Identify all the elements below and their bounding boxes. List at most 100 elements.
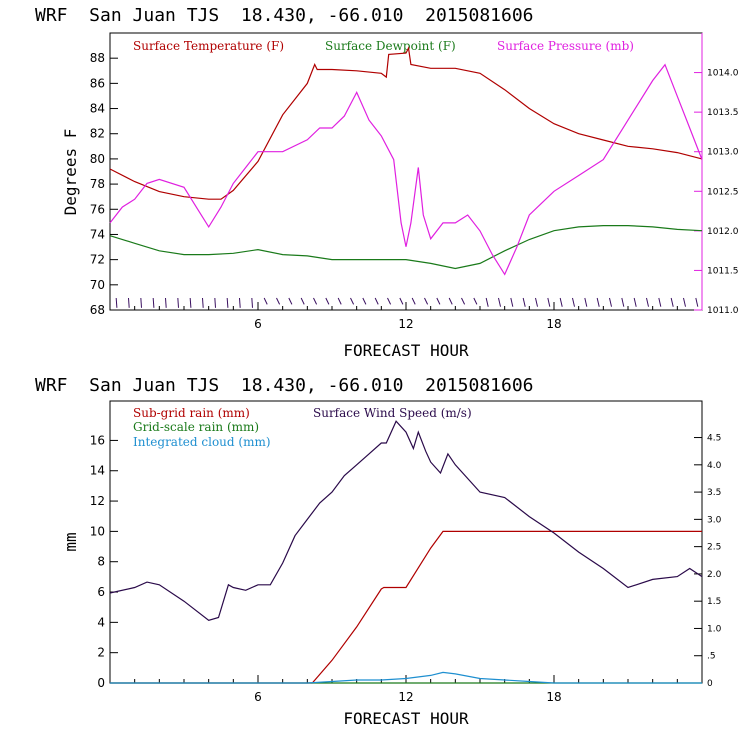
y-tick-label: 16	[90, 433, 105, 447]
wind-barb	[313, 297, 318, 305]
y-tick-label: 74	[90, 227, 105, 241]
y-tick-label: 68	[90, 303, 105, 317]
y2-tick-label: 1011.0	[707, 306, 739, 316]
y-tick-label: 8	[97, 555, 105, 569]
series-surface-temperature-f	[109, 46, 703, 200]
wind-barb	[485, 297, 489, 307]
y-tick-label: 70	[90, 278, 105, 292]
wind-barb	[572, 297, 575, 307]
y-tick-label: 6	[97, 585, 105, 599]
wind-barb	[202, 297, 204, 308]
wind-barb	[621, 297, 625, 307]
wind-barb	[522, 297, 526, 307]
wind-barb	[288, 297, 293, 305]
y-tick-label: 14	[90, 464, 105, 478]
precipitation-panel: WRF San Juan TJS 18.430, -66.010 2015081…	[35, 375, 722, 728]
wind-barb	[276, 297, 281, 305]
top-x-axis-label: FORECAST HOUR	[343, 341, 469, 360]
top-series-group	[109, 46, 703, 276]
wind-barbs	[115, 297, 699, 308]
y-tick-label: 0	[97, 676, 105, 690]
y2-tick-label: 1012.0	[707, 227, 739, 237]
x-tick-label: 12	[398, 317, 413, 331]
wind-barb	[424, 297, 429, 305]
y2-tick-label: .5	[707, 652, 716, 662]
wind-barb	[374, 297, 379, 305]
top-y-axis-label: Degrees F	[61, 129, 80, 216]
wind-barb	[547, 297, 551, 307]
wind-barb	[387, 297, 392, 305]
y2-tick-label: 1.0	[707, 624, 722, 634]
bottom-x-ticks: 6 12 18	[134, 675, 678, 704]
y2-tick-label: 4.0	[707, 461, 722, 471]
wind-barb	[461, 297, 466, 305]
wind-barb	[300, 297, 305, 305]
y2-tick-label: 1013.5	[707, 108, 739, 118]
bottom-y2-ticks: 0 .5 1.0 1.5 2.0 2.5 3.0 3.5 4.0 4.5	[694, 434, 722, 689]
wind-barb	[189, 297, 192, 308]
y2-tick-label: 3.0	[707, 515, 722, 525]
wind-barb	[177, 297, 179, 308]
bottom-series-group	[109, 420, 703, 684]
series-surface-dewpoint-f	[109, 225, 703, 270]
top-chart-title: WRF San Juan TJS 18.430, -66.010 2015081…	[35, 5, 534, 26]
y2-tick-label: 1012.5	[707, 187, 739, 197]
wind-barb	[633, 297, 637, 307]
wind-barb	[670, 297, 674, 307]
wind-barb	[350, 297, 355, 305]
x-tick-label: 18	[546, 317, 561, 331]
wind-barb	[658, 297, 662, 307]
legend-surface-dewpoint: Surface Dewpoint (F)	[325, 39, 456, 53]
wind-barb	[226, 297, 229, 308]
x-tick-label: 6	[254, 690, 262, 704]
series-sub-grid-rain-mm	[110, 530, 702, 684]
y-tick-label: 82	[90, 127, 105, 141]
y-tick-label: 88	[90, 51, 105, 65]
bottom-y-ticks: 0 2 4 6 8 10 12 14 16	[90, 433, 118, 690]
wind-barb	[646, 297, 649, 307]
wind-barb	[683, 297, 686, 307]
wind-barb	[128, 297, 130, 308]
y-tick-label: 78	[90, 177, 105, 191]
y2-tick-label: 1014.0	[707, 69, 739, 79]
wind-barb	[596, 297, 600, 307]
wind-barb	[325, 297, 330, 305]
wind-barb	[214, 297, 216, 308]
y2-tick-label: 1.5	[707, 597, 721, 607]
wind-barb	[559, 297, 563, 307]
wind-barb	[337, 297, 342, 305]
x-tick-label: 12	[398, 690, 413, 704]
y-tick-label: 4	[97, 615, 105, 629]
wind-barb	[165, 297, 167, 308]
y-tick-label: 80	[90, 152, 105, 166]
y-tick-label: 2	[97, 646, 105, 660]
wind-barb	[510, 297, 514, 307]
wind-barb	[535, 297, 538, 307]
wind-barb	[584, 297, 588, 307]
legend-surface-wind-speed: Surface Wind Speed (m/s)	[313, 406, 472, 420]
wind-barb	[448, 297, 453, 305]
wind-barb	[115, 297, 118, 308]
wind-barb	[473, 297, 478, 305]
y2-tick-label: 4.5	[707, 434, 721, 444]
y-tick-label: 86	[90, 76, 105, 90]
temperature-panel: WRF San Juan TJS 18.430, -66.010 2015081…	[35, 5, 739, 360]
y2-tick-label: 2.5	[707, 543, 721, 553]
series-surface-wind-speed-m-s	[109, 420, 703, 621]
wind-barb	[498, 297, 501, 307]
wind-barb	[140, 297, 142, 308]
x-tick-label: 6	[254, 317, 262, 331]
wind-barb	[609, 297, 612, 307]
y-tick-label: 84	[90, 102, 105, 116]
wind-barb	[251, 297, 253, 308]
bottom-chart-title: WRF San Juan TJS 18.430, -66.010 2015081…	[35, 375, 534, 396]
legend-surface-temperature: Surface Temperature (F)	[133, 39, 284, 53]
y2-tick-label: 1013.0	[707, 148, 739, 158]
wind-barb	[695, 297, 699, 307]
y-tick-label: 76	[90, 202, 105, 216]
legend-surface-pressure: Surface Pressure (mb)	[497, 39, 634, 53]
bottom-x-axis-label: FORECAST HOUR	[343, 709, 469, 728]
top-x-ticks: 6 12 18	[134, 302, 678, 331]
wind-barb	[399, 297, 404, 305]
